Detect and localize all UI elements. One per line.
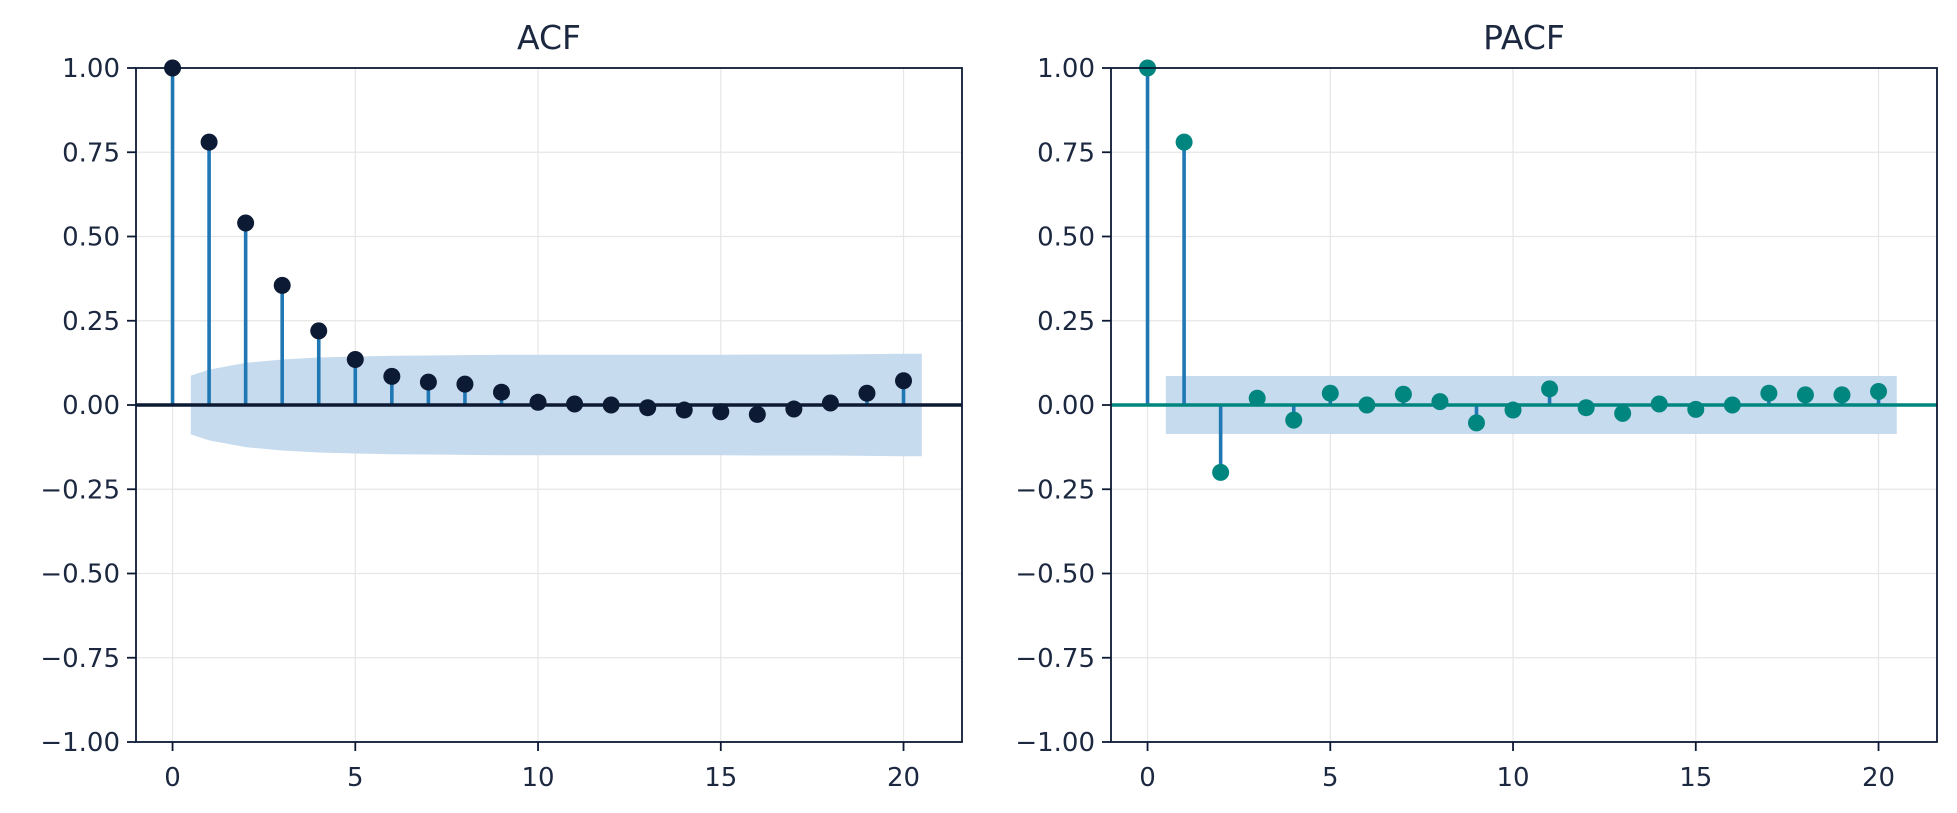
marker-lag-14 xyxy=(675,401,693,419)
marker-lag-17 xyxy=(1760,384,1778,402)
marker-lag-1 xyxy=(1175,133,1193,151)
x-tick-label: 20 xyxy=(1862,763,1895,793)
y-tick-label: 0.75 xyxy=(62,138,120,168)
marker-lag-5 xyxy=(1321,384,1339,402)
marker-lag-4 xyxy=(310,322,328,340)
panel-acf: 0 5 10 15 20 1.00 0.75 0.50 0.25 0.00 −0.25 −0.50 −0… xyxy=(40,18,963,793)
y-tick-label: 0.00 xyxy=(1037,391,1095,421)
marker-lag-18 xyxy=(821,394,839,412)
y-tick-label: 0.00 xyxy=(62,391,120,421)
marker-lag-7 xyxy=(419,373,437,391)
x-tick-label: 5 xyxy=(1322,763,1339,793)
x-tick-label: 10 xyxy=(521,763,554,793)
marker-lag-20 xyxy=(1870,383,1888,401)
marker-lag-9 xyxy=(492,383,510,401)
y-tick-label: −1.00 xyxy=(40,728,120,758)
marker-lag-13 xyxy=(639,399,657,417)
y-tick-label: 1.00 xyxy=(62,54,120,84)
panel-pacf: 0 5 10 15 20 1.00 0.75 0.50 0.25 0.00 −0.25 −0.50 −0… xyxy=(1015,18,1938,793)
y-tick-label: −0.25 xyxy=(1015,475,1095,505)
marker-lag-18 xyxy=(1796,386,1814,404)
x-tick-label: 10 xyxy=(1496,763,1529,793)
x-tick-label: 15 xyxy=(1679,763,1712,793)
chart-title: PACF xyxy=(1483,18,1565,57)
marker-lag-20 xyxy=(895,372,913,390)
y-tick-label: 0.25 xyxy=(62,307,120,337)
marker-lag-4 xyxy=(1285,411,1303,429)
marker-lag-10 xyxy=(529,393,547,411)
marker-lag-19 xyxy=(858,384,876,402)
y-tick-label: 1.00 xyxy=(1037,54,1095,84)
marker-lag-15 xyxy=(712,403,730,421)
x-tick-label: 5 xyxy=(347,763,364,793)
x-tick-label: 20 xyxy=(887,763,920,793)
x-tick-label: 15 xyxy=(704,763,737,793)
marker-lag-10 xyxy=(1504,401,1522,419)
y-tick-label: 0.50 xyxy=(62,223,120,253)
marker-lag-11 xyxy=(1541,380,1559,398)
marker-lag-2 xyxy=(237,214,255,232)
y-tick-label: −0.50 xyxy=(40,560,120,590)
marker-lag-1 xyxy=(200,133,218,151)
marker-lag-6 xyxy=(383,367,401,385)
marker-lag-19 xyxy=(1833,386,1851,404)
marker-lag-3 xyxy=(273,276,291,294)
marker-lag-3 xyxy=(1248,389,1266,407)
y-tick-label: 0.50 xyxy=(1037,223,1095,253)
y-tick-label: −0.75 xyxy=(40,644,120,674)
marker-lag-16 xyxy=(1723,396,1741,414)
marker-lag-16 xyxy=(748,405,766,423)
y-tick-label: −0.25 xyxy=(40,475,120,505)
marker-lag-15 xyxy=(1687,400,1705,418)
y-tick-label: −0.75 xyxy=(1015,644,1095,674)
marker-lag-6 xyxy=(1358,396,1376,414)
y-tick-label: 0.75 xyxy=(1037,138,1095,168)
marker-lag-13 xyxy=(1614,404,1632,422)
x-tick-label: 0 xyxy=(164,763,181,793)
marker-lag-8 xyxy=(456,375,474,393)
marker-lag-9 xyxy=(1467,414,1485,432)
marker-lag-14 xyxy=(1650,395,1668,413)
x-tick-label: 0 xyxy=(1139,763,1156,793)
marker-lag-12 xyxy=(1577,399,1595,417)
marker-lag-12 xyxy=(602,396,620,414)
marker-lag-17 xyxy=(785,400,803,418)
marker-lag-5 xyxy=(346,351,364,369)
marker-lag-11 xyxy=(566,395,584,413)
y-tick-label: −1.00 xyxy=(1015,728,1095,758)
marker-lag-2 xyxy=(1212,463,1230,481)
marker-lag-8 xyxy=(1431,393,1449,411)
marker-lag-7 xyxy=(1394,385,1412,403)
chart-title: ACF xyxy=(517,18,581,57)
y-tick-label: 0.25 xyxy=(1037,307,1095,337)
y-tick-label: −0.50 xyxy=(1015,560,1095,590)
